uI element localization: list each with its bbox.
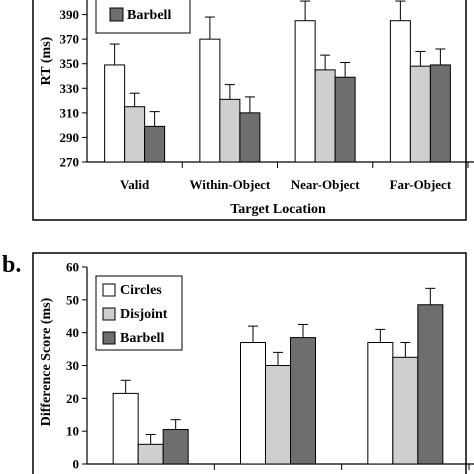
y-tick-label: 390: [60, 7, 80, 22]
y-tick-label: 60: [66, 260, 79, 275]
bar-barbell: [429, 64, 451, 163]
bar-barbell: [144, 125, 166, 163]
y-tick-label: 50: [66, 292, 79, 307]
bar-barbell: [162, 429, 189, 465]
y-tick-label: 30: [66, 358, 79, 373]
bar-circles: [294, 20, 316, 163]
y-tick-label: 330: [60, 81, 80, 96]
legend-swatch-barbell: [109, 7, 124, 22]
y-tick-label: 310: [60, 105, 80, 120]
legend-box: [95, 0, 191, 34]
y-tick-label: 20: [66, 391, 79, 406]
x-category-label: Near-Object: [291, 177, 360, 192]
bar-circles: [389, 20, 411, 163]
legend-swatch-circles: [102, 283, 116, 297]
bar-disjoint: [124, 106, 146, 163]
bar-barbell: [334, 76, 356, 163]
y-tick-label: 270: [60, 155, 80, 170]
bar-circles: [240, 342, 266, 465]
y-tick-label: 10: [66, 424, 79, 439]
bar-circles: [104, 64, 126, 163]
y-tick-label: 350: [60, 56, 80, 71]
panel-b-label: b.: [2, 252, 21, 278]
legend-label-circles: Circles: [120, 283, 162, 298]
bar-disjoint: [392, 356, 419, 465]
bar-disjoint: [219, 98, 241, 163]
bar-barbell: [417, 304, 444, 465]
bar-circles: [112, 392, 139, 465]
bar-circles: [199, 38, 221, 163]
panel-b: b. Difference Score (ms) 0 10 20 30 40 50 60 Ci…: [2, 252, 474, 474]
bar-disjoint: [137, 443, 164, 465]
legend-label-barbell: Barbell: [120, 331, 164, 346]
panel-a: RT (ms) Target Location 270 290 310 330 350 3…: [32, 0, 474, 221]
x-category-label: Within-Object: [190, 177, 271, 192]
x-category-label: Far-Object: [390, 177, 452, 192]
bar-circles: [367, 342, 394, 465]
bar-disjoint: [314, 69, 336, 163]
bar-barbell: [239, 112, 261, 163]
panel-a-ylabel: RT (ms): [39, 36, 54, 85]
legend-swatch-disjoint: [102, 307, 116, 321]
x-category-label: Valid: [120, 177, 150, 192]
bar-disjoint: [409, 65, 431, 163]
y-tick-label: 370: [60, 32, 80, 47]
legend-swatch-barbell: [102, 331, 116, 345]
bar-barbell: [290, 337, 316, 465]
y-tick-label: 40: [66, 325, 79, 340]
legend-label-disjoint: Disjoint: [120, 307, 168, 322]
panel-b-ylabel: Difference Score (ms): [39, 297, 54, 426]
bar-disjoint: [265, 365, 291, 465]
y-tick-label: 0: [73, 457, 80, 472]
panel-a-xlabel: Target Location: [230, 202, 326, 217]
legend-label-barbell: Barbell: [127, 8, 171, 23]
y-tick-label: 290: [60, 130, 80, 145]
